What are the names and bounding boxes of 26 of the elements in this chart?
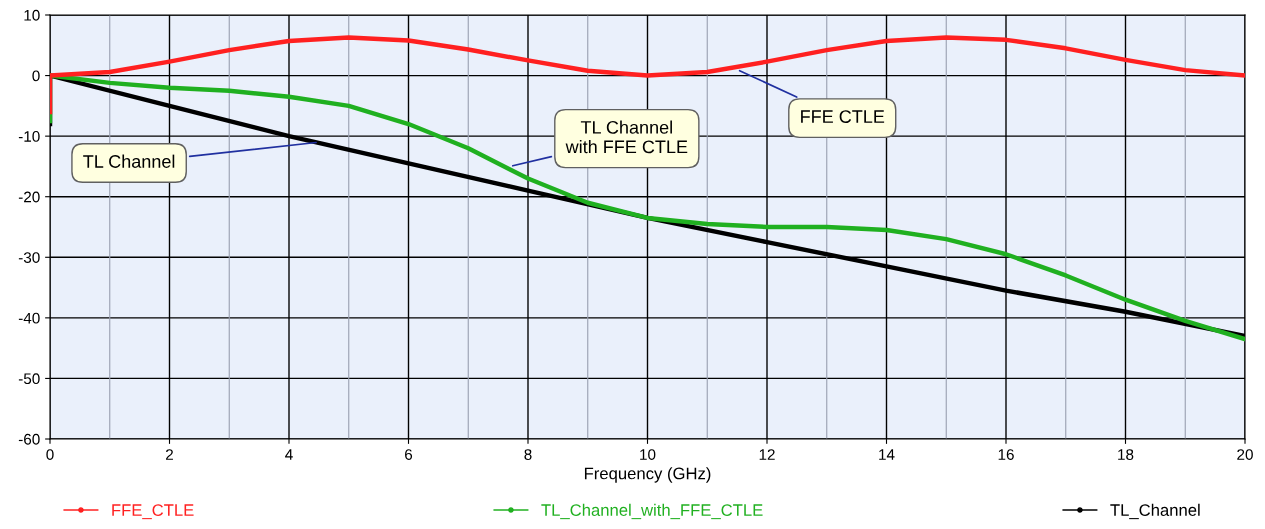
x-axis-title: Frequency (GHz) xyxy=(584,467,711,483)
annotation: FFE CTLE xyxy=(801,110,885,123)
x-tick-label: 0 xyxy=(46,449,54,460)
y-tick-label: -30 xyxy=(18,252,40,263)
x-tick-label: 6 xyxy=(405,449,413,460)
x-tick-label: 14 xyxy=(879,449,895,460)
y-tick-label: -60 xyxy=(18,433,40,445)
y-tick-label: 10 xyxy=(24,9,40,21)
x-tick-label: 10 xyxy=(640,449,656,460)
annotation: TL Channel xyxy=(83,154,175,168)
x-tick-label: 18 xyxy=(1118,449,1134,460)
y-tick-label: -50 xyxy=(18,373,40,385)
x-tick-label: 8 xyxy=(524,449,532,460)
y-tick-label: 0 xyxy=(32,70,40,82)
annotation: TL Channel with FFE CTLE xyxy=(565,120,688,154)
legend-label: TL_Channel xyxy=(1110,503,1200,520)
x-tick-label: 2 xyxy=(166,449,173,460)
x-tick-label: 20 xyxy=(1237,449,1253,460)
y-tick-label: -40 xyxy=(18,312,40,324)
x-tick-label: 16 xyxy=(998,449,1014,460)
legend-label: TL_Channel_with_FFE_CTLE xyxy=(541,503,763,520)
y-tick-label: -20 xyxy=(18,191,40,203)
legend-label: FFE_CTLE xyxy=(112,504,194,520)
y-tick-label: -10 xyxy=(18,131,40,142)
x-tick-label: 12 xyxy=(759,449,775,460)
x-tick-label: 4 xyxy=(285,449,293,460)
